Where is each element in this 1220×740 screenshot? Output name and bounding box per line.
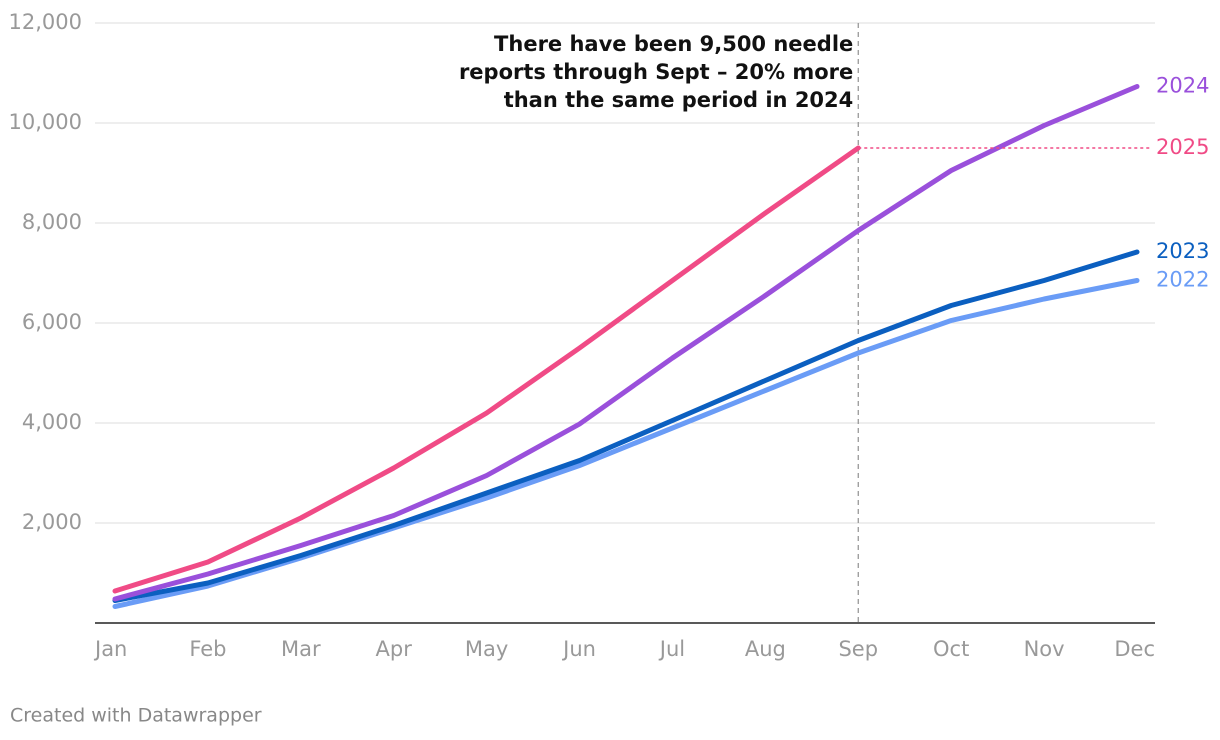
y-tick-label: 12,000 [9, 10, 82, 34]
y-tick-label: 4,000 [22, 410, 82, 434]
annotation: There have been 9,500 needle [494, 32, 853, 56]
series-label: 2024 [1156, 74, 1209, 98]
series-label: 2025 [1156, 135, 1209, 159]
x-tick-label: Jul [658, 637, 685, 661]
x-tick-label: Oct [933, 637, 969, 661]
series-label: 2023 [1156, 239, 1209, 263]
annotation: than the same period in 2024 [504, 88, 854, 112]
annotation: reports through Sept – 20% more [459, 60, 853, 84]
x-tick-label: Mar [281, 637, 321, 661]
x-tick-label: Nov [1024, 637, 1065, 661]
x-tick-label: Aug [745, 637, 786, 661]
x-tick-label: May [465, 637, 508, 661]
series-line [112, 84, 1140, 602]
y-tick-label: 10,000 [9, 110, 82, 134]
y-tick-label: 6,000 [22, 310, 82, 334]
y-tick-label: 2,000 [22, 510, 82, 534]
series-line [112, 145, 861, 594]
x-tick-label: Feb [189, 637, 226, 661]
x-tick-label: Jan [93, 637, 127, 661]
x-tick-label: Dec [1114, 637, 1155, 661]
x-tick-label: Jun [561, 637, 596, 661]
series-line [112, 249, 1140, 603]
series-label: 2022 [1156, 268, 1209, 292]
x-tick-label: Sep [838, 637, 878, 661]
credit: Created with Datawrapper [10, 705, 262, 727]
y-tick-label: 8,000 [22, 210, 82, 234]
x-tick-label: Apr [376, 637, 413, 661]
